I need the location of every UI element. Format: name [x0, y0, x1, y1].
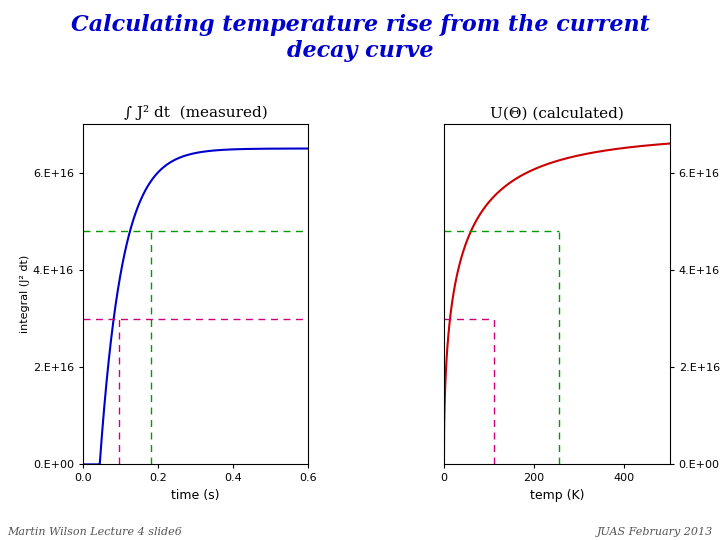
Text: Martin Wilson Lecture 4 slide6: Martin Wilson Lecture 4 slide6	[7, 527, 182, 537]
Title: U(Θ) (calculated): U(Θ) (calculated)	[490, 106, 624, 120]
Text: JUAS February 2013: JUAS February 2013	[597, 527, 713, 537]
Text: decay curve: decay curve	[287, 40, 433, 63]
Y-axis label: integral (J² dt): integral (J² dt)	[20, 255, 30, 333]
X-axis label: temp (K): temp (K)	[529, 489, 584, 502]
Title: ∫ J² dt  (measured): ∫ J² dt (measured)	[124, 105, 268, 120]
X-axis label: time (s): time (s)	[171, 489, 220, 502]
Text: Calculating temperature rise from the current: Calculating temperature rise from the cu…	[71, 14, 649, 36]
